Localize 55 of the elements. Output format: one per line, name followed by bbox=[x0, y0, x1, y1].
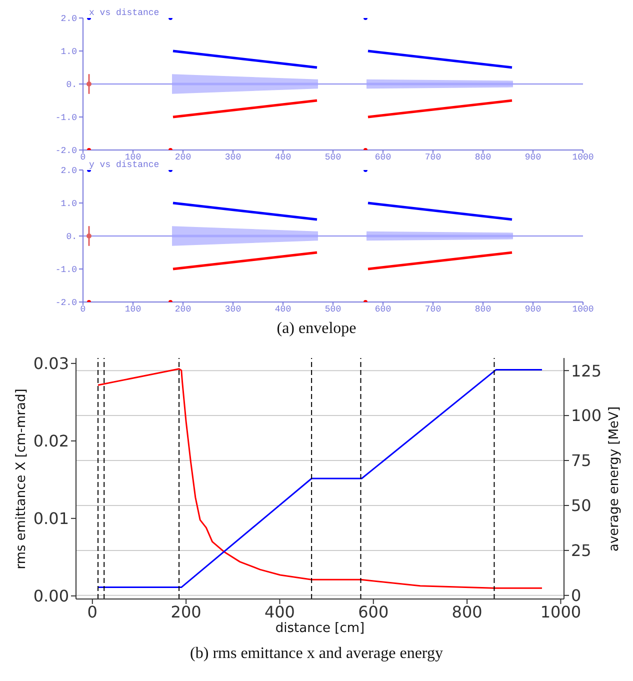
x-tick-label: 0 bbox=[80, 304, 86, 314]
y2-tick-label: 100 bbox=[571, 406, 602, 426]
y-tick-label: 1.0 bbox=[60, 47, 77, 58]
x-tick-label: 600 bbox=[374, 152, 392, 162]
x-tick-label: 700 bbox=[424, 152, 442, 162]
x-tick-label: 100 bbox=[124, 304, 142, 314]
y2-axis-title: average energy [MeV] bbox=[607, 404, 623, 554]
x-tick-label: 800 bbox=[452, 602, 482, 622]
y-tick-label: -2.0 bbox=[55, 298, 77, 308]
text: (b) rms emittance x and average energy bbox=[189, 645, 444, 663]
y-tick-label: 0. bbox=[66, 232, 77, 242]
text: (a) envelope bbox=[276, 320, 358, 338]
y2-tick-label: 50 bbox=[571, 496, 592, 516]
chart-title: y vs distance bbox=[89, 160, 160, 170]
x-tick-label: 800 bbox=[474, 304, 492, 314]
y-tick-label: 1.0 bbox=[60, 199, 77, 210]
x-tick-label: 400 bbox=[274, 152, 292, 162]
y-tick-label: -2.0 bbox=[55, 146, 77, 156]
y-tick-label: 0.02 bbox=[33, 432, 69, 451]
point bbox=[86, 234, 92, 238]
x-tick-label: 400 bbox=[274, 304, 292, 314]
x-tick-label: 300 bbox=[224, 304, 242, 314]
y-tick-label: 2.0 bbox=[60, 166, 77, 176]
x-tick-label: 800 bbox=[474, 152, 492, 162]
x-tick-label: 900 bbox=[524, 304, 542, 314]
y-tick-label: -1.0 bbox=[55, 113, 77, 124]
y2-tick-label: 75 bbox=[571, 451, 592, 470]
x-tick-label: 200 bbox=[174, 304, 192, 314]
point bbox=[86, 82, 92, 86]
x-tick-label: 200 bbox=[170, 602, 202, 622]
x-tick-label: 100 bbox=[124, 152, 142, 162]
y2-tick-label: 125 bbox=[571, 361, 602, 380]
x-tick-label: 0 bbox=[87, 602, 98, 622]
x-tick-label: 700 bbox=[424, 304, 442, 314]
y-tick-label: -1.0 bbox=[55, 265, 77, 276]
x-axis-title: distance [cm] bbox=[274, 621, 366, 637]
x-tick-label: 200 bbox=[174, 152, 192, 162]
x-tick-label: 900 bbox=[524, 152, 542, 162]
y-tick-label: 0.00 bbox=[33, 586, 69, 606]
chart-title: x vs distance bbox=[89, 8, 160, 18]
x-tick-label: 300 bbox=[224, 152, 242, 162]
y-axis-title: rms emittance X [cm-mrad] bbox=[14, 387, 30, 571]
x-tick-label: 1000 bbox=[572, 304, 594, 314]
y2-tick-label: 25 bbox=[571, 541, 592, 560]
y-tick-label: 2.0 bbox=[60, 14, 77, 24]
x-tick-label: 500 bbox=[324, 152, 342, 162]
x-tick-label: 500 bbox=[324, 304, 342, 314]
x-tick-label: 1000 bbox=[572, 152, 594, 162]
x-tick-label: 0 bbox=[80, 152, 86, 162]
y-tick-label: 0.01 bbox=[33, 509, 69, 528]
x-tick-label: 600 bbox=[358, 602, 389, 622]
x-tick-label: 400 bbox=[264, 602, 295, 622]
y-tick-label: 0.03 bbox=[33, 354, 69, 374]
x-tick-label: 600 bbox=[374, 304, 392, 314]
y-tick-label: 0. bbox=[66, 80, 77, 90]
